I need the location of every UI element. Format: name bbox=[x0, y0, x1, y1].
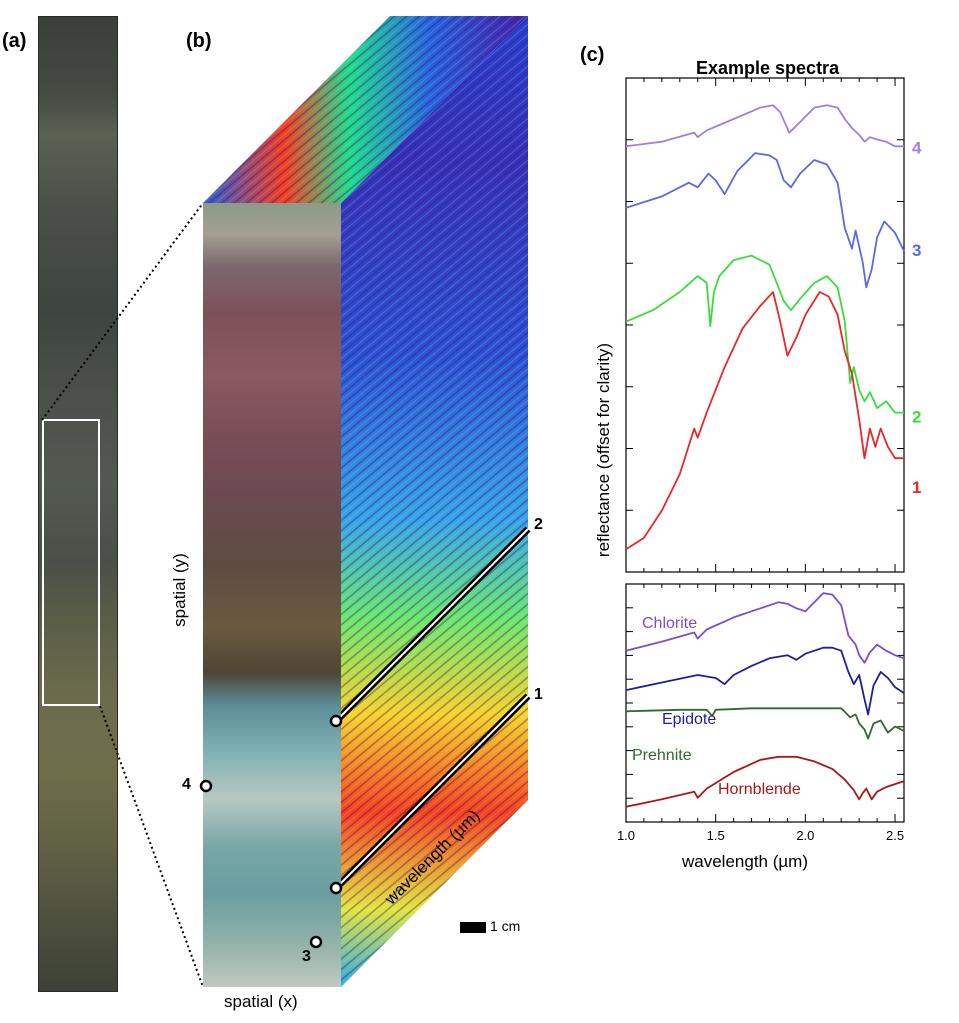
series-line-1 bbox=[625, 291, 904, 550]
series-label-3: 3 bbox=[912, 241, 921, 260]
series-line-2 bbox=[625, 254, 904, 414]
connector-top-line bbox=[41, 202, 204, 421]
x-tick-label: 1.0 bbox=[617, 828, 635, 843]
chart-xlabel: wavelength (µm) bbox=[682, 852, 809, 871]
point-label-3: 3 bbox=[302, 948, 311, 965]
series-line-4 bbox=[625, 104, 904, 148]
series-line-prehnite bbox=[625, 707, 905, 740]
series-label-4: 4 bbox=[912, 138, 922, 157]
series-label-2: 2 bbox=[912, 408, 921, 427]
point-label-2: 2 bbox=[534, 516, 543, 533]
scale-bar bbox=[460, 922, 486, 933]
point-label-1: 1 bbox=[534, 686, 543, 703]
panel-b-label: (b) bbox=[186, 30, 212, 52]
sample-point-1 bbox=[329, 881, 343, 895]
drill-core-image bbox=[38, 16, 118, 992]
core-selection-box bbox=[42, 419, 100, 706]
point-label-4: 4 bbox=[182, 776, 191, 793]
series-line-hornblende bbox=[625, 755, 905, 808]
series-line-3 bbox=[625, 152, 905, 289]
x-tick-label: 1.5 bbox=[707, 828, 725, 843]
sample-point-2 bbox=[329, 714, 343, 728]
chart-title: Example spectra bbox=[696, 58, 840, 78]
x-tick-label: 2.0 bbox=[796, 828, 814, 843]
series-line-chlorite bbox=[625, 592, 905, 664]
scale-bar-label: 1 cm bbox=[490, 918, 521, 934]
mineral-label-chlorite: Chlorite bbox=[642, 615, 697, 632]
mineral-label-prehnite: Prehnite bbox=[632, 747, 692, 764]
panel-a-label: (a) bbox=[2, 30, 27, 52]
core-rgb-image bbox=[203, 203, 341, 987]
x-tick-label: 2.5 bbox=[886, 828, 904, 843]
mineral-label-hornblende: Hornblende bbox=[718, 781, 801, 798]
sample-point-4 bbox=[199, 779, 213, 793]
series-label-1: 1 bbox=[912, 478, 921, 497]
axis-spatial-x: spatial (x) bbox=[224, 992, 298, 1011]
mineral-label-epidote: Epidote bbox=[662, 711, 716, 728]
panel-c-label: (c) bbox=[580, 44, 605, 66]
sample-point-3 bbox=[309, 935, 323, 949]
series-line-epidote bbox=[625, 646, 905, 716]
